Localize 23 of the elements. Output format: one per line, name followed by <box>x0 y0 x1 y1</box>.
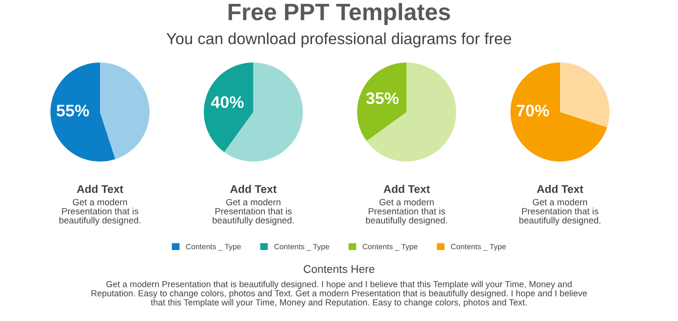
text: Add Text <box>384 184 430 193</box>
pie-slice <box>510 62 608 162</box>
pie-slice <box>366 62 456 162</box>
data-label: 70% <box>516 104 549 116</box>
data-label: 35% <box>366 92 399 104</box>
data-label: 55% <box>56 104 89 116</box>
text: You can download professional diagrams for free <box>166 32 512 48</box>
pie-slice <box>357 62 407 142</box>
text: Get a modern Presentation that is beautifully designed. <box>59 198 140 226</box>
pie-slice <box>100 62 150 160</box>
text: Add Text <box>230 184 277 193</box>
data-label: 40% <box>211 96 244 108</box>
text: Add Text <box>76 184 124 193</box>
pie-slice <box>204 62 254 152</box>
text: Get a modern Presentation that is beautifully designed. I hope and I believe that this Template will your Time, Money and Reputation. Easy to change colors, photos and Text. Get a modern Presentation that is beautifully designed. I hope and I believe that this Template will your Time, Money and Reputation. Easy to change colors, photos and Text. <box>91 280 587 308</box>
pie-slice <box>50 62 116 162</box>
text: Get a modern Presentation that is beautifully designed. <box>212 198 294 226</box>
text: Add Text <box>536 184 584 193</box>
text: Contents Here <box>304 265 374 273</box>
text: Get a modern Presentation that is beautifully designed. <box>366 198 447 226</box>
text: Get a modern Presentation that is beautifully designed. <box>519 198 600 226</box>
pie-slice <box>560 62 610 128</box>
text: Free PPT Templates <box>228 2 450 26</box>
